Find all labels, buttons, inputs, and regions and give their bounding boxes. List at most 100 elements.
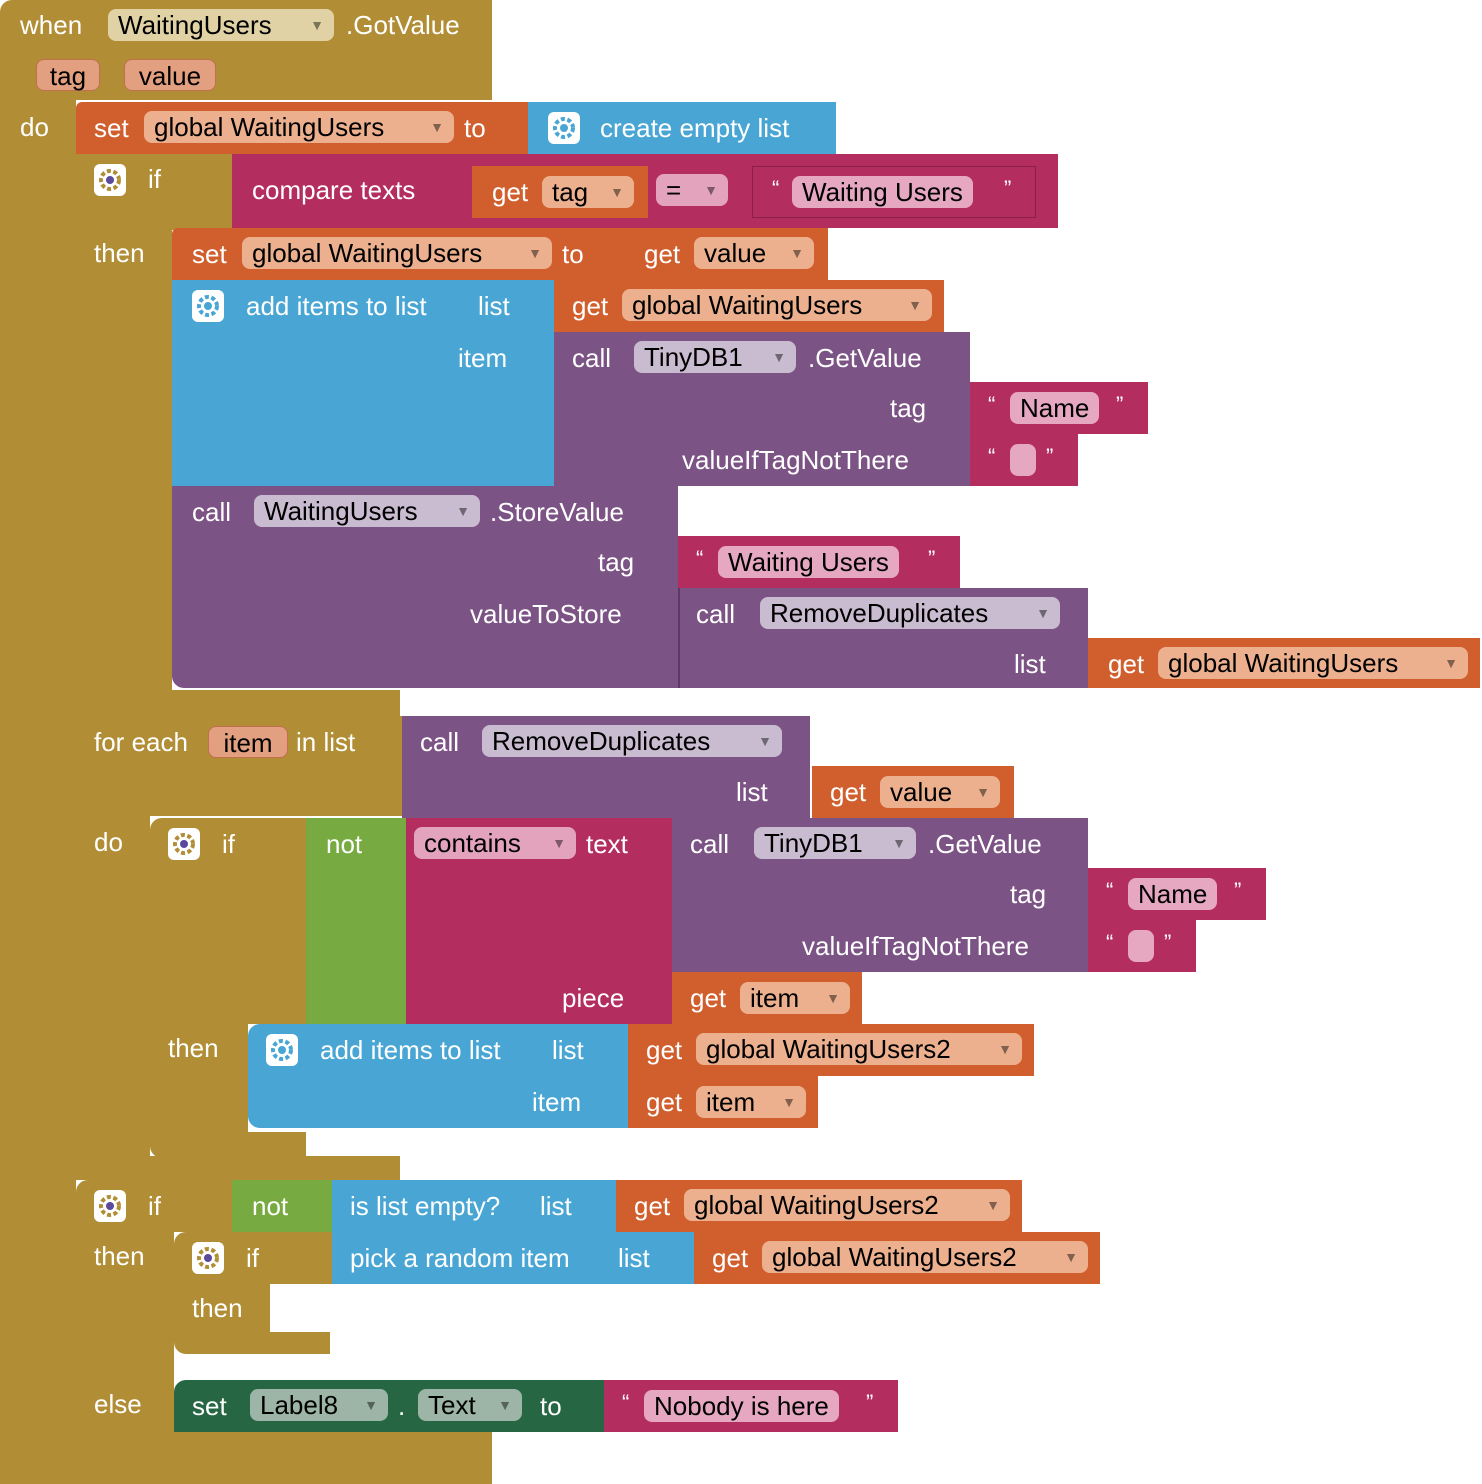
get-value-dropdown[interactable]: value ▼ — [694, 237, 814, 269]
in-list-label: in list — [296, 727, 356, 757]
name-text-field[interactable]: Name — [1010, 392, 1100, 424]
pick-random-item-block[interactable] — [332, 1232, 694, 1284]
for-each-label: for each — [94, 727, 188, 757]
add-items-to-list-block[interactable] — [172, 280, 554, 486]
item-label: item — [458, 343, 508, 373]
call-label: call — [192, 497, 232, 527]
not-label: not — [326, 829, 363, 859]
empty-text-field[interactable] — [1010, 444, 1036, 476]
tinydb-dropdown[interactable]: TinyDB1 ▼ — [634, 341, 796, 373]
for-each-bottom — [76, 1156, 400, 1180]
label8-dropdown[interactable]: Label8 ▼ — [250, 1389, 388, 1421]
storevalue-component-dropdown[interactable]: WaitingUsers ▼ — [254, 495, 480, 527]
add-items-label: add items to list — [246, 291, 427, 321]
close-quote-icon: ” — [1046, 444, 1054, 469]
label8-dropdown-text: Label8 — [260, 1390, 339, 1420]
dropdown-arrow-icon: ▼ — [610, 184, 624, 200]
component-dropdown[interactable]: WaitingUsers ▼ — [108, 9, 334, 41]
dropdown-arrow-icon: ▼ — [1064, 1249, 1078, 1265]
get-waitingusers2-dropdown-3[interactable]: global WaitingUsers2 ▼ — [762, 1241, 1088, 1273]
param-tag[interactable]: tag — [36, 59, 100, 91]
value-if-tag-not-there-label: valueIfTagNotThere — [682, 445, 909, 475]
if-label: if — [222, 829, 235, 859]
gear-icon[interactable] — [168, 828, 200, 860]
dropdown-arrow-icon: ▼ — [704, 182, 718, 198]
get-var-dropdown[interactable]: global WaitingUsers ▼ — [622, 289, 932, 321]
param-value[interactable]: value — [124, 59, 216, 91]
list-label: list — [736, 777, 768, 807]
dropdown-arrow-icon: ▼ — [826, 990, 840, 1006]
list-label: list — [1014, 649, 1046, 679]
list-label: list — [618, 1243, 650, 1273]
gear-icon[interactable] — [94, 1190, 126, 1222]
remove-duplicates-dropdown-2[interactable]: RemoveDuplicates ▼ — [482, 725, 782, 757]
gear-icon[interactable] — [192, 290, 224, 322]
is-list-empty-block[interactable] — [332, 1180, 616, 1232]
get-item-dropdown-2-text: item — [706, 1087, 756, 1117]
dropdown-arrow-icon: ▼ — [790, 245, 804, 261]
get-var-dropdown-2[interactable]: global WaitingUsers ▼ — [1158, 647, 1468, 679]
name-text-field-2[interactable]: Name — [1128, 878, 1218, 910]
remove-duplicates-dropdown[interactable]: RemoveDuplicates ▼ — [760, 597, 1060, 629]
get-item-dropdown-text: item — [750, 983, 800, 1013]
gear-icon[interactable] — [548, 112, 580, 144]
contains-dropdown-text: contains — [424, 828, 521, 858]
storevalue-component-text: WaitingUsers — [264, 496, 418, 526]
open-quote-icon: “ — [1106, 878, 1114, 903]
gear-icon[interactable] — [94, 164, 126, 196]
dropdown-arrow-icon: ▼ — [364, 1397, 378, 1413]
tinydb-dropdown-2-text: TinyDB1 — [764, 828, 863, 858]
getvalue-label: .GetValue — [928, 829, 1042, 859]
open-quote-icon: “ — [1106, 930, 1114, 955]
nobody-text-field[interactable]: Nobody is here — [644, 1390, 839, 1422]
empty-text-field-2[interactable] — [1128, 930, 1154, 962]
set-label8-text-block[interactable] — [174, 1380, 604, 1432]
call-label: call — [696, 599, 736, 629]
contains-dropdown[interactable]: contains ▼ — [414, 827, 576, 859]
dropdown-arrow-icon: ▼ — [782, 1094, 796, 1110]
dot-label: . — [398, 1391, 406, 1421]
get-value-dropdown-2[interactable]: value ▼ — [880, 776, 1000, 808]
gear-icon[interactable] — [266, 1034, 298, 1066]
get-label: get — [572, 291, 609, 321]
not-block[interactable] — [306, 818, 406, 1024]
to-label: to — [562, 239, 584, 269]
then-label: then — [94, 1241, 145, 1271]
set-var-dropdown[interactable]: global WaitingUsers ▼ — [144, 111, 454, 143]
gear-icon[interactable] — [192, 1242, 224, 1274]
not-block-2[interactable] — [232, 1180, 332, 1232]
close-quote-icon: ” — [1164, 930, 1172, 955]
call-label: call — [420, 727, 460, 757]
then-label: then — [192, 1293, 243, 1323]
get-item-dropdown-2[interactable]: item ▼ — [696, 1086, 806, 1118]
text-property-dropdown[interactable]: Text ▼ — [418, 1389, 522, 1421]
get-item-dropdown[interactable]: item ▼ — [740, 982, 850, 1014]
add-items-label: add items to list — [320, 1035, 501, 1065]
when-label: when — [20, 10, 83, 40]
compare-operator-dropdown[interactable]: = ▼ — [656, 174, 728, 206]
close-quote-icon: ” — [1004, 176, 1012, 201]
open-quote-icon: “ — [696, 546, 704, 571]
set-var-dropdown-2[interactable]: global WaitingUsers ▼ — [242, 237, 552, 269]
if-block-1-bottom — [76, 690, 400, 716]
if-block-inner-rail — [150, 1024, 248, 1132]
close-quote-icon: ” — [1116, 392, 1124, 417]
dropdown-arrow-icon: ▼ — [998, 1041, 1012, 1057]
get-label: get — [644, 239, 681, 269]
set-label: set — [94, 113, 129, 143]
text-literal-field[interactable]: Waiting Users — [792, 176, 973, 208]
tag-label: tag — [890, 393, 927, 423]
get-tag-dropdown-text: tag — [552, 177, 589, 207]
get-label: get — [634, 1191, 671, 1221]
get-waitingusers2-dropdown[interactable]: global WaitingUsers2 ▼ — [696, 1033, 1022, 1065]
get-waitingusers2-dropdown-2[interactable]: global WaitingUsers2 ▼ — [684, 1189, 1010, 1221]
for-each-item-field[interactable]: item — [208, 726, 288, 758]
get-tag-dropdown[interactable]: tag ▼ — [542, 176, 634, 208]
close-quote-icon: ” — [1234, 878, 1242, 903]
if-label: if — [148, 164, 161, 194]
add-items-to-list-block-2[interactable] — [248, 1024, 628, 1128]
remove-duplicates-text: RemoveDuplicates — [770, 598, 989, 628]
tinydb-dropdown-2[interactable]: TinyDB1 ▼ — [754, 827, 916, 859]
value-if-tag-not-there-label: valueIfTagNotThere — [802, 931, 1029, 961]
waiting-users-text-field[interactable]: Waiting Users — [718, 546, 899, 578]
